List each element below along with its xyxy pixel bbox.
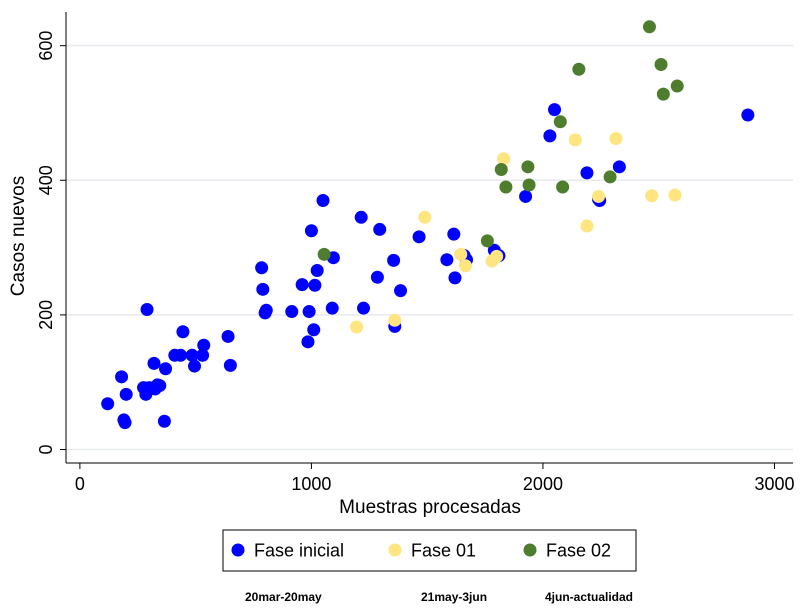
point-series-1-9 [580,219,594,233]
point-series-0-35 [310,263,324,277]
point-series-2-5 [522,178,536,192]
point-series-0-49 [448,271,462,285]
point-series-0-54 [519,189,533,203]
point-series-0-60 [612,160,626,174]
point-series-0-29 [295,278,309,292]
point-series-1-10 [592,189,606,203]
legend: Fase inicial Fase 01 Fase 02 [231,541,611,561]
y-tick-label-0: 0 [36,445,56,455]
point-series-0-42 [373,222,387,236]
x-tick-label-0: 0 [75,474,85,494]
x-tick-label-1000: 1000 [291,474,331,494]
point-series-0-30 [302,305,316,319]
point-series-0-12 [153,379,167,393]
point-series-0-23 [223,358,237,372]
point-series-0-22 [221,329,235,343]
point-series-0-33 [307,323,321,337]
point-series-0-46 [412,230,426,244]
point-series-0-3 [118,416,132,430]
point-series-1-1 [388,313,402,327]
legend-label-0: Fase inicial [254,541,344,561]
point-series-2-6 [553,115,567,129]
x-tick-label-3000: 3000 [754,474,794,494]
point-series-1-11 [609,132,623,146]
legend-marker-0 [231,543,245,557]
point-series-0-28 [285,305,299,319]
point-series-0-48 [447,227,461,241]
point-series-2-3 [499,180,513,194]
point-series-0-14 [159,362,173,376]
point-series-1-2 [418,210,432,224]
point-series-2-10 [642,20,656,34]
point-series-1-7 [497,152,511,166]
point-series-0-36 [316,193,330,207]
caption-fase-01: 21may-3jun [421,590,488,604]
point-series-0-32 [304,224,318,238]
point-series-1-4 [458,259,472,273]
y-tick-label-200: 200 [36,300,56,330]
point-series-2-9 [603,170,617,184]
scatter-chart: 0 200 400 600 0 1000 2000 3000 Muestras proces… [8,12,795,572]
point-series-1-0 [350,320,364,334]
point-series-1-8 [568,133,582,147]
point-series-0-56 [548,103,562,117]
y-tick-label-600: 600 [36,31,56,61]
y-axis-title: Casos nuevos [8,176,29,296]
legend-label-2: Fase 02 [546,541,611,561]
point-series-2-1 [480,234,494,248]
point-series-0-17 [176,325,190,339]
point-series-1-12 [645,189,659,203]
point-series-0-47 [440,253,454,267]
point-series-0-27 [259,303,273,317]
legend-box [222,529,637,572]
point-series-0-55 [543,129,557,143]
point-series-0-18 [185,348,199,362]
x-ticks: 0 1000 2000 3000 [75,463,795,494]
y-ticks: 0 200 400 600 [36,31,66,455]
point-series-1-13 [668,188,682,202]
point-series-0-45 [394,284,408,298]
point-series-0-16 [174,348,188,362]
point-series-0-9 [147,356,161,370]
point-series-0-39 [354,210,368,224]
point-series-2-13 [670,79,684,93]
caption-fase-02: 4jun-actualidad [545,590,634,604]
point-series-0-21 [197,338,211,352]
point-series-2-12 [656,87,670,101]
point-series-0-31 [301,335,315,349]
x-axis-title: Muestras procesadas [339,497,521,518]
point-series-2-0 [317,247,331,261]
point-series-0-61 [741,108,755,122]
caption-fase-inicial: 20mar-20may [245,590,322,604]
point-series-0-37 [325,301,339,315]
point-series-2-8 [572,62,586,76]
legend-marker-1 [388,543,402,557]
x-tick-label-2000: 2000 [523,474,563,494]
point-series-2-4 [521,160,535,174]
point-series-2-7 [556,180,570,194]
point-series-0-25 [256,282,270,296]
point-series-1-6 [490,249,504,263]
legend-label-1: Fase 01 [411,541,476,561]
point-series-1-3 [454,247,468,261]
legend-marker-2 [523,543,537,557]
point-series-0-40 [357,301,371,315]
point-series-2-11 [654,58,668,72]
point-series-0-20 [196,348,210,362]
data-points [101,20,755,430]
point-series-0-24 [255,261,269,275]
grid-lines [66,44,793,451]
point-series-2-2 [494,163,508,177]
point-series-0-41 [370,270,384,284]
point-series-0-57 [580,166,594,180]
point-series-0-43 [387,253,401,267]
point-series-0-0 [101,397,115,411]
point-series-0-7 [140,303,154,317]
point-series-0-13 [157,414,171,428]
point-series-0-4 [119,387,133,401]
point-series-0-34 [308,278,322,292]
y-tick-label-400: 400 [36,165,56,195]
point-series-0-19 [187,359,201,373]
point-series-0-1 [115,370,129,384]
